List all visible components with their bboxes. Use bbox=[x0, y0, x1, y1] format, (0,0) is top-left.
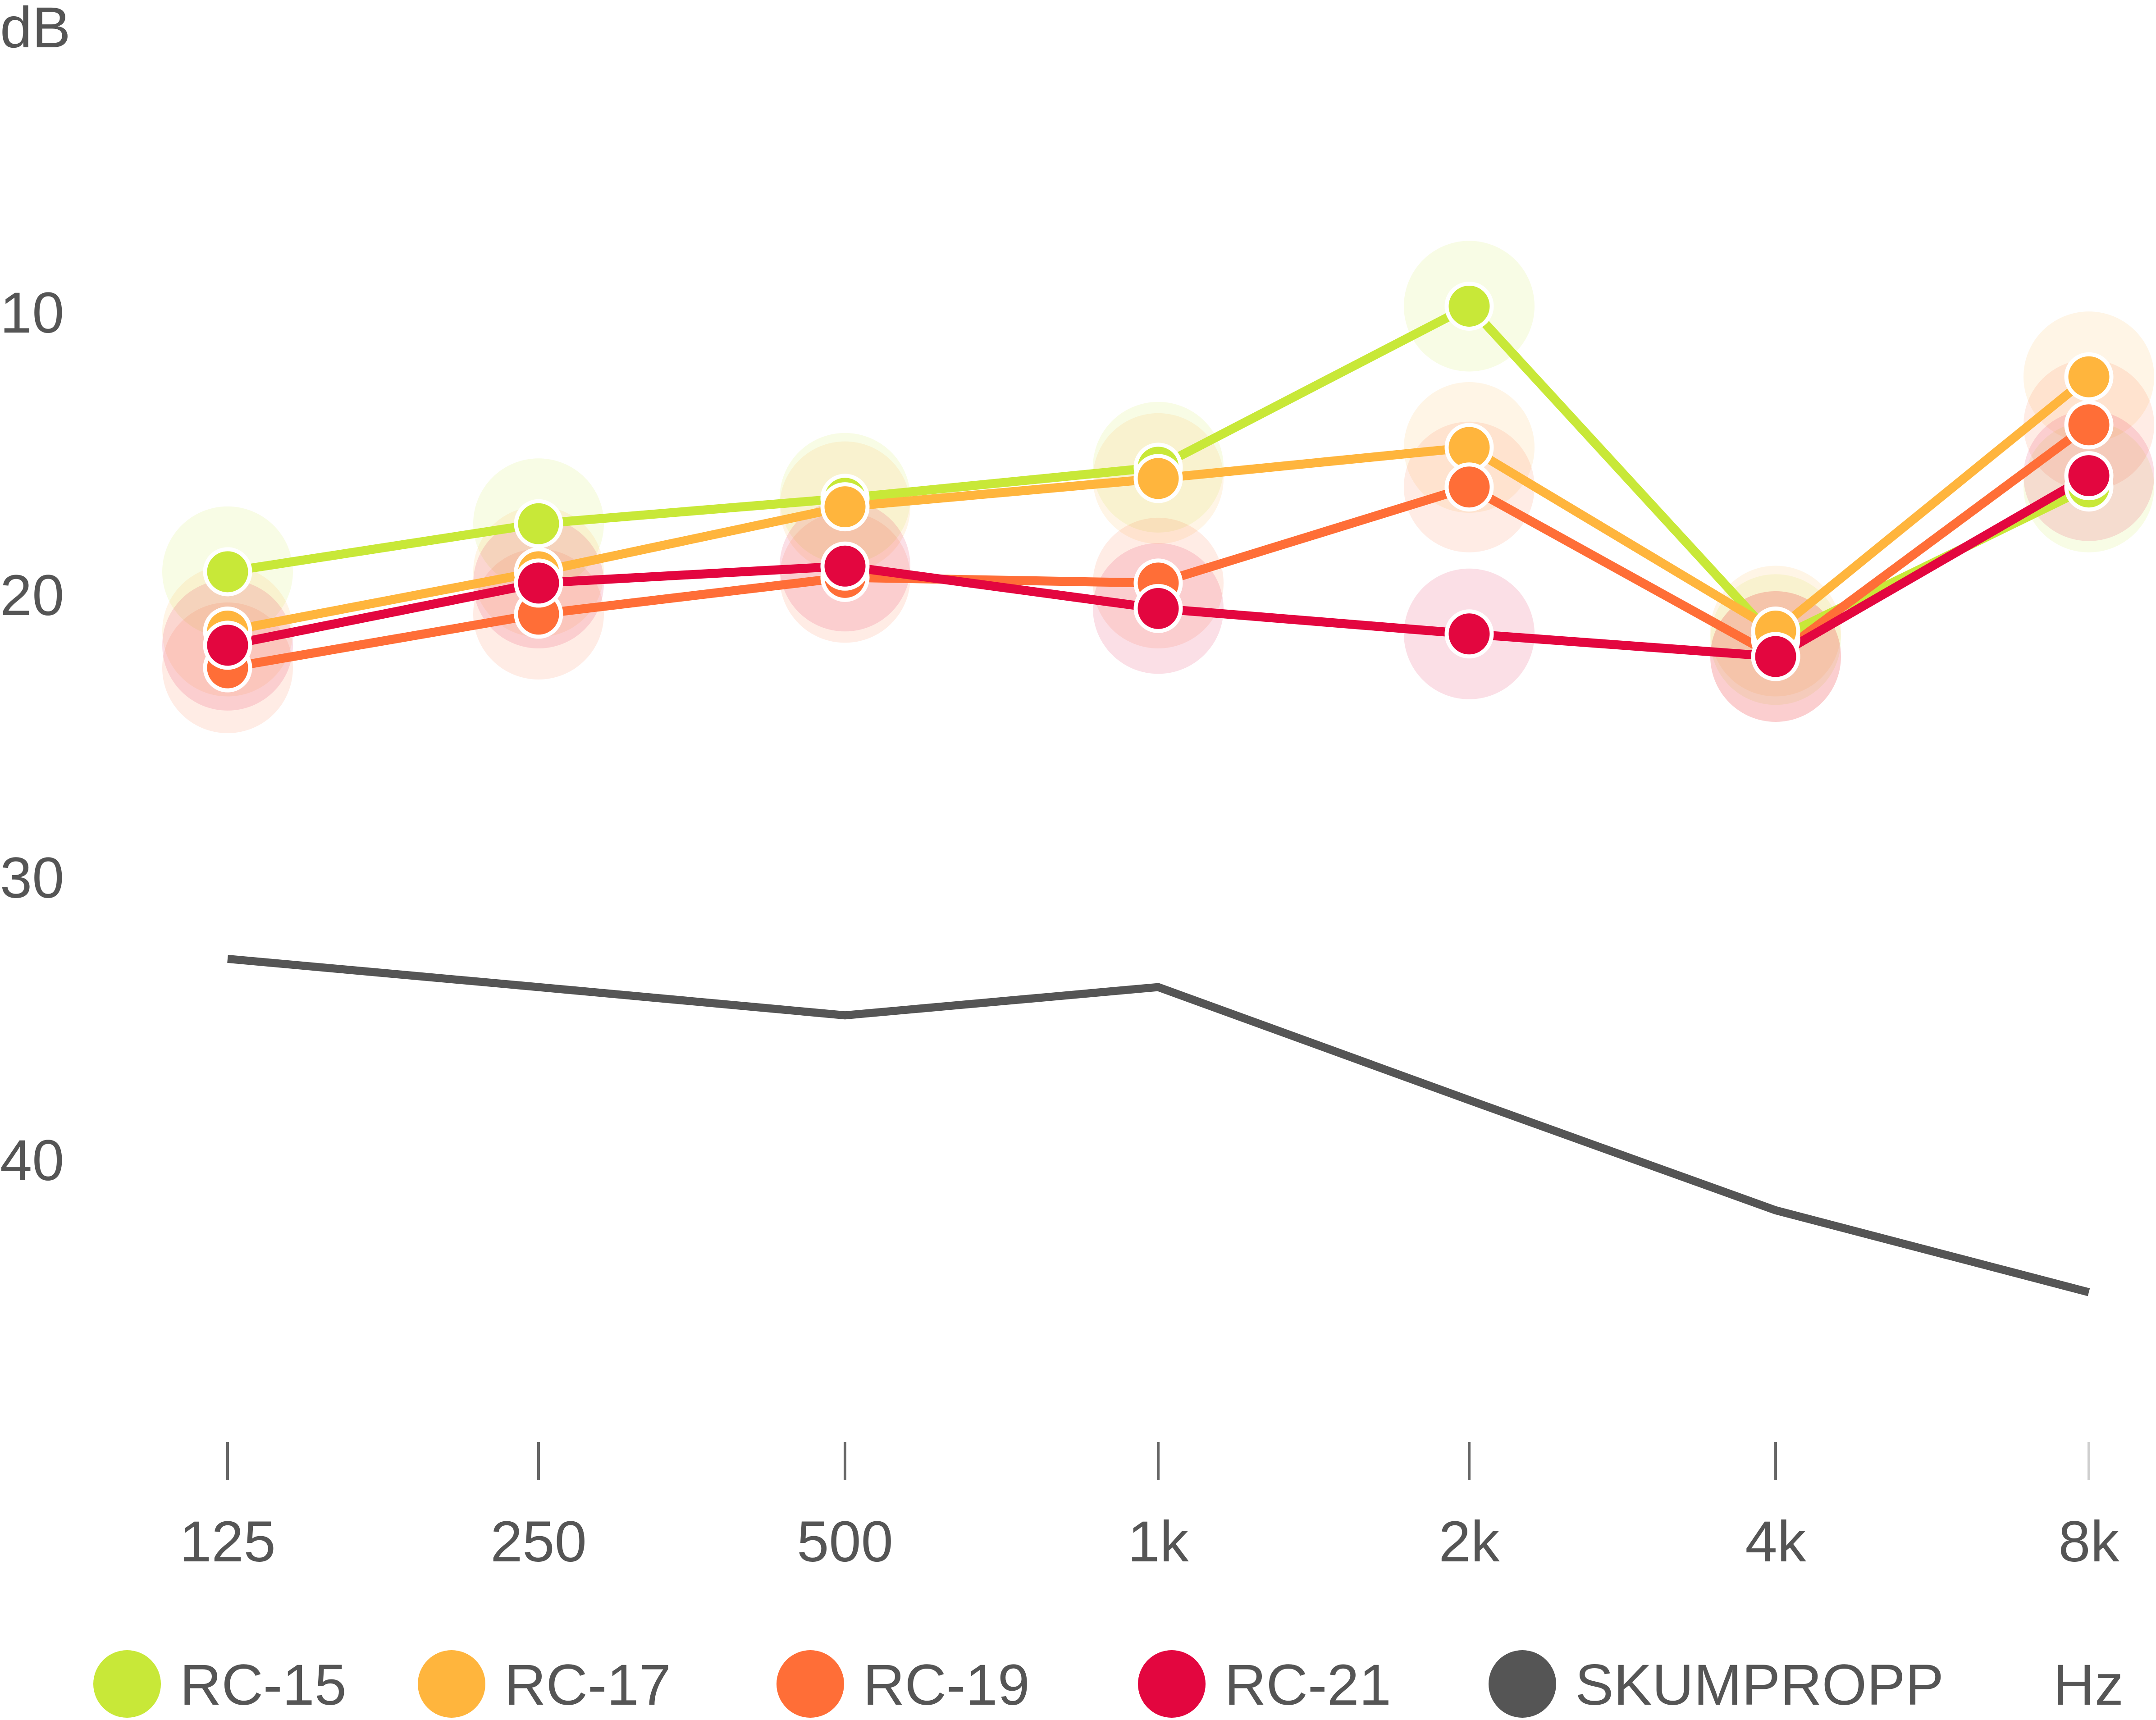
y-axis-label: dB bbox=[0, 0, 71, 60]
legend-swatch-rc-21 bbox=[1138, 1650, 1206, 1718]
data-point-rc-17 bbox=[1133, 454, 1183, 503]
data-points bbox=[203, 281, 2114, 693]
data-point-rc-19 bbox=[1444, 462, 1494, 512]
data-point-rc-19 bbox=[2064, 400, 2114, 450]
x-tick-label: 4k bbox=[1745, 1510, 1806, 1574]
legend-label-skumpropp: SKUMPROPP bbox=[1575, 1653, 1944, 1717]
legend-swatch-rc-19 bbox=[777, 1650, 844, 1718]
axes: dB 10 20 30 40 125 250 500 1k 2k 4k 8k bbox=[0, 0, 2120, 1574]
x-tick-label: 500 bbox=[797, 1510, 893, 1574]
legend-swatch-skumpropp bbox=[1489, 1650, 1556, 1718]
y-tick-label: 30 bbox=[0, 846, 64, 910]
data-point-rc-15 bbox=[514, 499, 563, 548]
data-point-rc-21 bbox=[514, 558, 563, 608]
x-tick-label: 1k bbox=[1128, 1510, 1189, 1574]
y-tick-label: 20 bbox=[0, 563, 64, 628]
data-point-rc-21 bbox=[820, 541, 870, 591]
legend-label-rc-21: RC-21 bbox=[1224, 1653, 1391, 1717]
series-line-skumpropp bbox=[227, 954, 2090, 1296]
legend-label-rc-19: RC-19 bbox=[863, 1653, 1030, 1717]
data-point-rc-15 bbox=[1444, 281, 1494, 331]
x-tick-label: 8k bbox=[2058, 1510, 2119, 1574]
data-point-rc-21 bbox=[203, 620, 252, 670]
data-point-rc-17 bbox=[820, 482, 870, 532]
legend-label-rc-15: RC-15 bbox=[180, 1653, 347, 1717]
data-point-rc-15 bbox=[203, 547, 252, 597]
data-point-rc-21 bbox=[1133, 584, 1183, 633]
data-point-rc-21 bbox=[1444, 609, 1494, 659]
x-tick-label: 250 bbox=[490, 1510, 587, 1574]
x-tick-label: 125 bbox=[179, 1510, 276, 1574]
legend: RC-15 RC-17 RC-19 RC-21 SKUMPROPP Hz bbox=[93, 1650, 2124, 1718]
legend-label-rc-17: RC-17 bbox=[504, 1653, 671, 1717]
data-point-rc-21 bbox=[2064, 451, 2114, 501]
legend-swatch-rc-17 bbox=[418, 1650, 485, 1718]
legend-swatch-rc-15 bbox=[93, 1650, 161, 1718]
x-tick-label: 2k bbox=[1439, 1510, 1500, 1574]
y-tick-label: 40 bbox=[0, 1128, 64, 1193]
x-axis-label: Hz bbox=[2053, 1653, 2124, 1717]
data-point-rc-17 bbox=[2064, 352, 2114, 401]
y-tick-label: 10 bbox=[0, 281, 64, 345]
data-point-rc-21 bbox=[1751, 632, 1800, 681]
